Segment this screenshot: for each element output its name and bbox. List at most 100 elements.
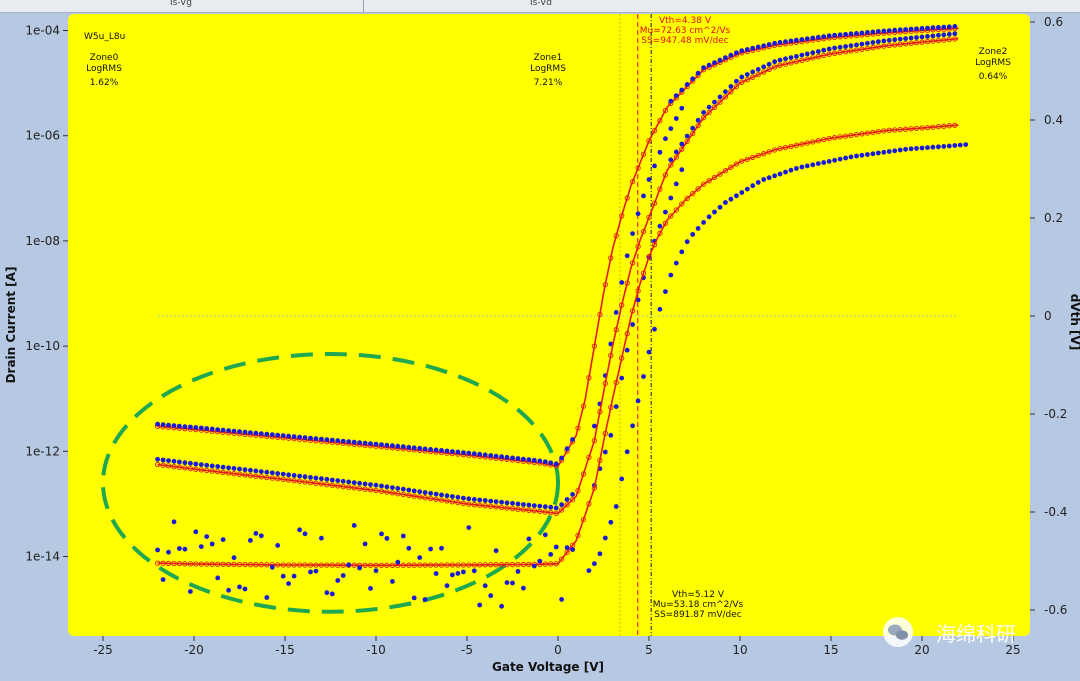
measured-point: [368, 586, 373, 591]
measured-point: [362, 440, 368, 446]
x-tick-label: -5: [461, 643, 473, 657]
fit-marker: [154, 560, 161, 566]
measured-point: [204, 534, 210, 539]
fit-marker: [154, 461, 161, 468]
fit-marker: [902, 41, 909, 47]
measured-point: [755, 180, 761, 185]
measured-point: [794, 37, 799, 43]
measured-point: [865, 30, 870, 35]
measured-point: [570, 437, 575, 442]
measured-point: [663, 136, 668, 142]
measured-point: [477, 497, 483, 503]
fit-marker: [498, 562, 505, 568]
fit-marker: [706, 109, 712, 116]
measured-point: [193, 529, 199, 535]
measured-point: [957, 142, 963, 148]
fit-marker: [373, 562, 379, 568]
fit-marker: [296, 562, 303, 568]
measured-point: [368, 482, 373, 487]
measured-point: [712, 99, 717, 105]
measured-point: [946, 143, 952, 149]
measured-point: [832, 157, 837, 163]
fit-marker: [799, 141, 805, 147]
measured-point: [379, 442, 384, 447]
measured-point: [783, 56, 788, 62]
measured-point: [499, 454, 504, 460]
measured-point: [319, 535, 324, 541]
fit-marker: [575, 425, 581, 431]
measured-point: [275, 471, 281, 476]
measured-point: [160, 457, 166, 463]
tab-is-vd[interactable]: Is-Vd: [530, 0, 552, 8]
fit-marker: [924, 38, 931, 45]
tab-is-vg[interactable]: Is-Vg: [170, 0, 192, 8]
measured-point: [373, 482, 379, 488]
measured-point: [493, 548, 499, 554]
measured-point: [346, 479, 352, 485]
measured-point: [668, 126, 674, 131]
measured-point: [815, 34, 821, 40]
fit-marker: [782, 144, 789, 151]
measured-point: [504, 580, 510, 585]
fit-marker: [542, 509, 548, 515]
fit1-annotation: Mu=72.63 cm^2/Vs: [640, 26, 731, 36]
fit-marker: [761, 151, 767, 157]
measured-point: [193, 461, 199, 467]
measured-point: [379, 531, 384, 537]
fit-marker: [575, 532, 581, 539]
y2-tick-label: 0.2: [1044, 211, 1063, 225]
fit-marker: [755, 152, 761, 159]
measured-point: [324, 476, 330, 482]
measured-point: [504, 454, 510, 460]
measured-point: [919, 145, 925, 151]
fit-marker: [378, 562, 385, 568]
y2-tick-label: -0.6: [1044, 603, 1067, 617]
measured-point: [570, 547, 575, 552]
measured-point: [515, 501, 521, 507]
fit-marker: [411, 493, 417, 499]
fit2-annotation: Vth=5.12 V: [672, 590, 725, 600]
fit-marker: [602, 380, 608, 387]
measured-point: [177, 459, 182, 465]
measured-point: [744, 72, 750, 77]
measured-point: [619, 476, 625, 482]
measured-point: [357, 440, 362, 445]
fit-marker: [438, 497, 445, 503]
fit-marker: [335, 483, 341, 489]
measured-point: [684, 239, 690, 245]
measured-point: [859, 41, 865, 47]
fit-marker: [373, 487, 379, 494]
measured-point: [679, 87, 685, 93]
fit-marker: [575, 487, 581, 494]
measured-point: [657, 306, 663, 312]
measured-point: [253, 531, 259, 536]
fit-marker: [629, 308, 636, 314]
measured-point: [411, 595, 417, 601]
fit-marker: [460, 500, 467, 507]
measured-point: [182, 460, 188, 466]
measured-point: [368, 441, 373, 446]
measured-point: [242, 586, 248, 592]
fit-marker: [619, 355, 625, 361]
fit-marker: [892, 42, 898, 48]
window-tab-bar: Is-Vg Is-Vd: [0, 0, 1080, 13]
fit-marker: [624, 331, 630, 337]
measured-point: [291, 473, 297, 478]
fit-marker: [346, 484, 352, 490]
measured-point: [701, 65, 706, 70]
fit-marker: [837, 134, 843, 140]
fit-marker: [679, 146, 685, 152]
fit-marker: [619, 302, 625, 308]
fit2-annotation: SS=891.87 mV/dec: [654, 610, 742, 620]
fit-marker: [750, 74, 756, 80]
fit-marker: [176, 560, 183, 567]
measured-point: [390, 485, 395, 490]
measured-point: [395, 443, 401, 449]
fit-marker: [842, 49, 849, 55]
fit-marker: [935, 37, 942, 44]
fit-marker: [799, 57, 805, 64]
fit-marker: [831, 50, 838, 56]
measured-point: [302, 435, 308, 440]
measured-point: [171, 458, 177, 464]
measured-point: [422, 446, 428, 452]
